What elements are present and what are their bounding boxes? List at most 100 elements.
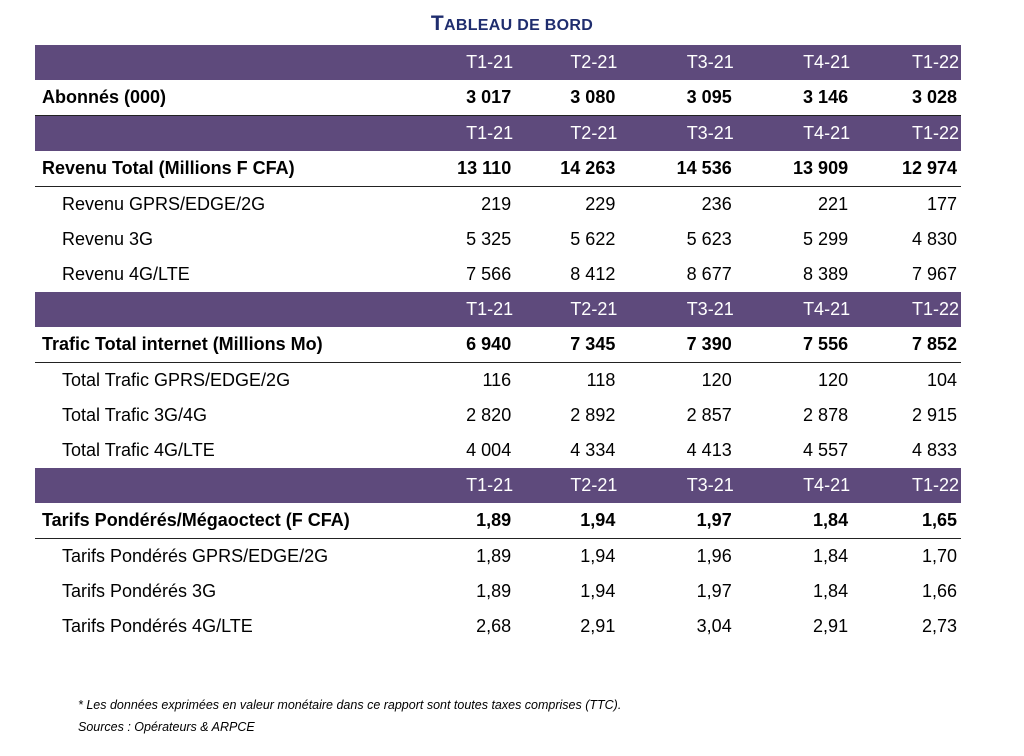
value-cell: 2 915 bbox=[852, 398, 961, 433]
quarter-header-cell: T3-21 bbox=[619, 45, 736, 80]
value-cell: 3 095 bbox=[619, 80, 736, 116]
value-text: 4 413 bbox=[686, 440, 732, 460]
value-cell: 7 852 bbox=[852, 327, 961, 363]
value-text: 8 412 bbox=[570, 264, 616, 284]
detail-row: Tarifs Pondérés GPRS/EDGE/2G 1,89 1,94 1,96… bbox=[35, 539, 961, 575]
value-cell: 1,89 bbox=[417, 503, 516, 539]
row-label: Tarifs Pondérés 3G bbox=[62, 581, 217, 601]
value-text: 1,89 bbox=[476, 546, 512, 566]
detail-row: Total Trafic GPRS/EDGE/2G 116 118 120 120 104 bbox=[35, 363, 961, 399]
value-cell: 4 833 bbox=[852, 433, 961, 468]
value-text: 13 909 bbox=[793, 158, 849, 178]
quarter-label: T4-21 bbox=[803, 52, 851, 72]
quarter-header-cell: T1-21 bbox=[417, 45, 516, 80]
row-label: Revenu Total (Millions F CFA) bbox=[35, 151, 418, 187]
value-text: 7 852 bbox=[911, 334, 957, 354]
quarter-label: T1-21 bbox=[466, 123, 514, 143]
value-cell: 2,68 bbox=[418, 609, 516, 644]
value-text: 2 857 bbox=[686, 405, 732, 425]
value-text: 5 325 bbox=[466, 229, 512, 249]
row-label: Revenu GPRS/EDGE/2G bbox=[62, 194, 266, 214]
value-cell: 229 bbox=[515, 187, 619, 223]
quarter-header-cell: T3-21 bbox=[619, 468, 736, 503]
value-cell: 2,91 bbox=[736, 609, 852, 644]
value-text: 3 017 bbox=[466, 87, 512, 107]
quarter-header-cell: T1-21 bbox=[417, 468, 516, 503]
quarter-label: T1-21 bbox=[466, 299, 514, 319]
value-cell: 4 334 bbox=[515, 433, 619, 468]
value-cell: 2 857 bbox=[619, 398, 735, 433]
value-cell: 12 974 bbox=[852, 151, 961, 187]
quarter-label: T4-21 bbox=[803, 299, 851, 319]
quarter-header-row: T1-21 T2-21 T3-21 T4-21 T1-22 bbox=[35, 45, 961, 80]
quarter-label: T4-21 bbox=[803, 475, 851, 495]
quarter-header-cell: T3-21 bbox=[619, 292, 736, 327]
value-cell: 7 390 bbox=[619, 327, 736, 363]
value-text: 116 bbox=[482, 370, 512, 390]
quarter-header-cell: T2-21 bbox=[515, 468, 620, 503]
value-text: 1,84 bbox=[813, 510, 849, 530]
value-cell: 5 299 bbox=[736, 222, 852, 257]
value-text: 4 004 bbox=[466, 440, 512, 460]
value-cell: 4 413 bbox=[619, 433, 735, 468]
detail-row: Revenu GPRS/EDGE/2G 219 229 236 221 177 bbox=[35, 187, 961, 223]
value-text: 1,70 bbox=[921, 546, 957, 566]
header-spacer bbox=[35, 115, 418, 151]
dashboard-table: T1-21 T2-21 T3-21 T4-21 T1-22 Abonnés (000) 3 … bbox=[35, 45, 961, 644]
value-text: 7 556 bbox=[803, 334, 849, 354]
row-label: Revenu 4G/LTE bbox=[62, 264, 190, 284]
value-cell: 104 bbox=[852, 363, 961, 399]
value-text: 120 bbox=[701, 370, 732, 390]
value-text: 3 080 bbox=[570, 87, 616, 107]
detail-row: Revenu 3G 5 325 5 622 5 623 5 299 4 830 bbox=[35, 222, 961, 257]
value-cell: 1,70 bbox=[852, 539, 961, 575]
value-text: 1,66 bbox=[921, 581, 957, 601]
quarter-header-row: T1-21 T2-21 T3-21 T4-21 T1-22 bbox=[35, 468, 961, 503]
value-cell: 2 878 bbox=[736, 398, 852, 433]
value-text: 4 557 bbox=[803, 440, 849, 460]
quarter-label: T1-22 bbox=[911, 123, 959, 143]
value-cell: 236 bbox=[619, 187, 735, 223]
value-cell: 1,89 bbox=[418, 574, 516, 609]
quarter-label: T3-21 bbox=[686, 52, 734, 72]
value-text: 1,97 bbox=[696, 510, 732, 530]
notes: * Les données exprimées en valeur monéta… bbox=[78, 694, 621, 738]
value-cell: 5 325 bbox=[418, 222, 516, 257]
value-text: 8 677 bbox=[686, 264, 732, 284]
header-spacer bbox=[35, 45, 418, 80]
value-text: 2 915 bbox=[911, 405, 957, 425]
value-cell: 1,84 bbox=[736, 539, 852, 575]
value-cell: 1,96 bbox=[619, 539, 735, 575]
quarter-label: T1-21 bbox=[466, 52, 514, 72]
value-cell: 8 389 bbox=[736, 257, 852, 292]
value-text: 2,91 bbox=[580, 616, 616, 636]
quarter-label: T3-21 bbox=[686, 123, 734, 143]
value-cell: 7 556 bbox=[735, 327, 853, 363]
value-cell: 6 940 bbox=[417, 327, 516, 363]
value-cell: 8 677 bbox=[619, 257, 735, 292]
value-cell: 3,04 bbox=[619, 609, 735, 644]
value-cell: 3 017 bbox=[417, 80, 516, 116]
value-text: 2 878 bbox=[803, 405, 849, 425]
value-cell: 219 bbox=[418, 187, 516, 223]
value-text: 2 820 bbox=[466, 405, 512, 425]
value-text: 14 536 bbox=[676, 158, 732, 178]
total-row: Trafic Total internet (Millions Mo) 6 940… bbox=[35, 327, 961, 363]
row-label: Abonnés (000) bbox=[35, 80, 418, 116]
value-text: 104 bbox=[926, 370, 957, 390]
value-text: 3 095 bbox=[686, 87, 732, 107]
quarter-header-cell: T1-22 bbox=[852, 115, 961, 151]
value-cell: 4 830 bbox=[852, 222, 961, 257]
quarter-header-cell: T1-22 bbox=[852, 468, 961, 503]
value-cell: 1,84 bbox=[736, 574, 852, 609]
quarter-header-cell: T2-21 bbox=[515, 115, 620, 151]
value-cell: 3 080 bbox=[515, 80, 620, 116]
value-cell: 120 bbox=[619, 363, 735, 399]
header-spacer bbox=[35, 468, 418, 503]
header-spacer bbox=[35, 292, 418, 327]
total-row: Tarifs Pondérés/Mégaoctect (F CFA) 1,89 1,… bbox=[35, 503, 961, 539]
value-cell: 1,97 bbox=[619, 574, 735, 609]
value-cell: 120 bbox=[736, 363, 852, 399]
value-text: 1,94 bbox=[580, 581, 616, 601]
value-text: 8 389 bbox=[803, 264, 849, 284]
